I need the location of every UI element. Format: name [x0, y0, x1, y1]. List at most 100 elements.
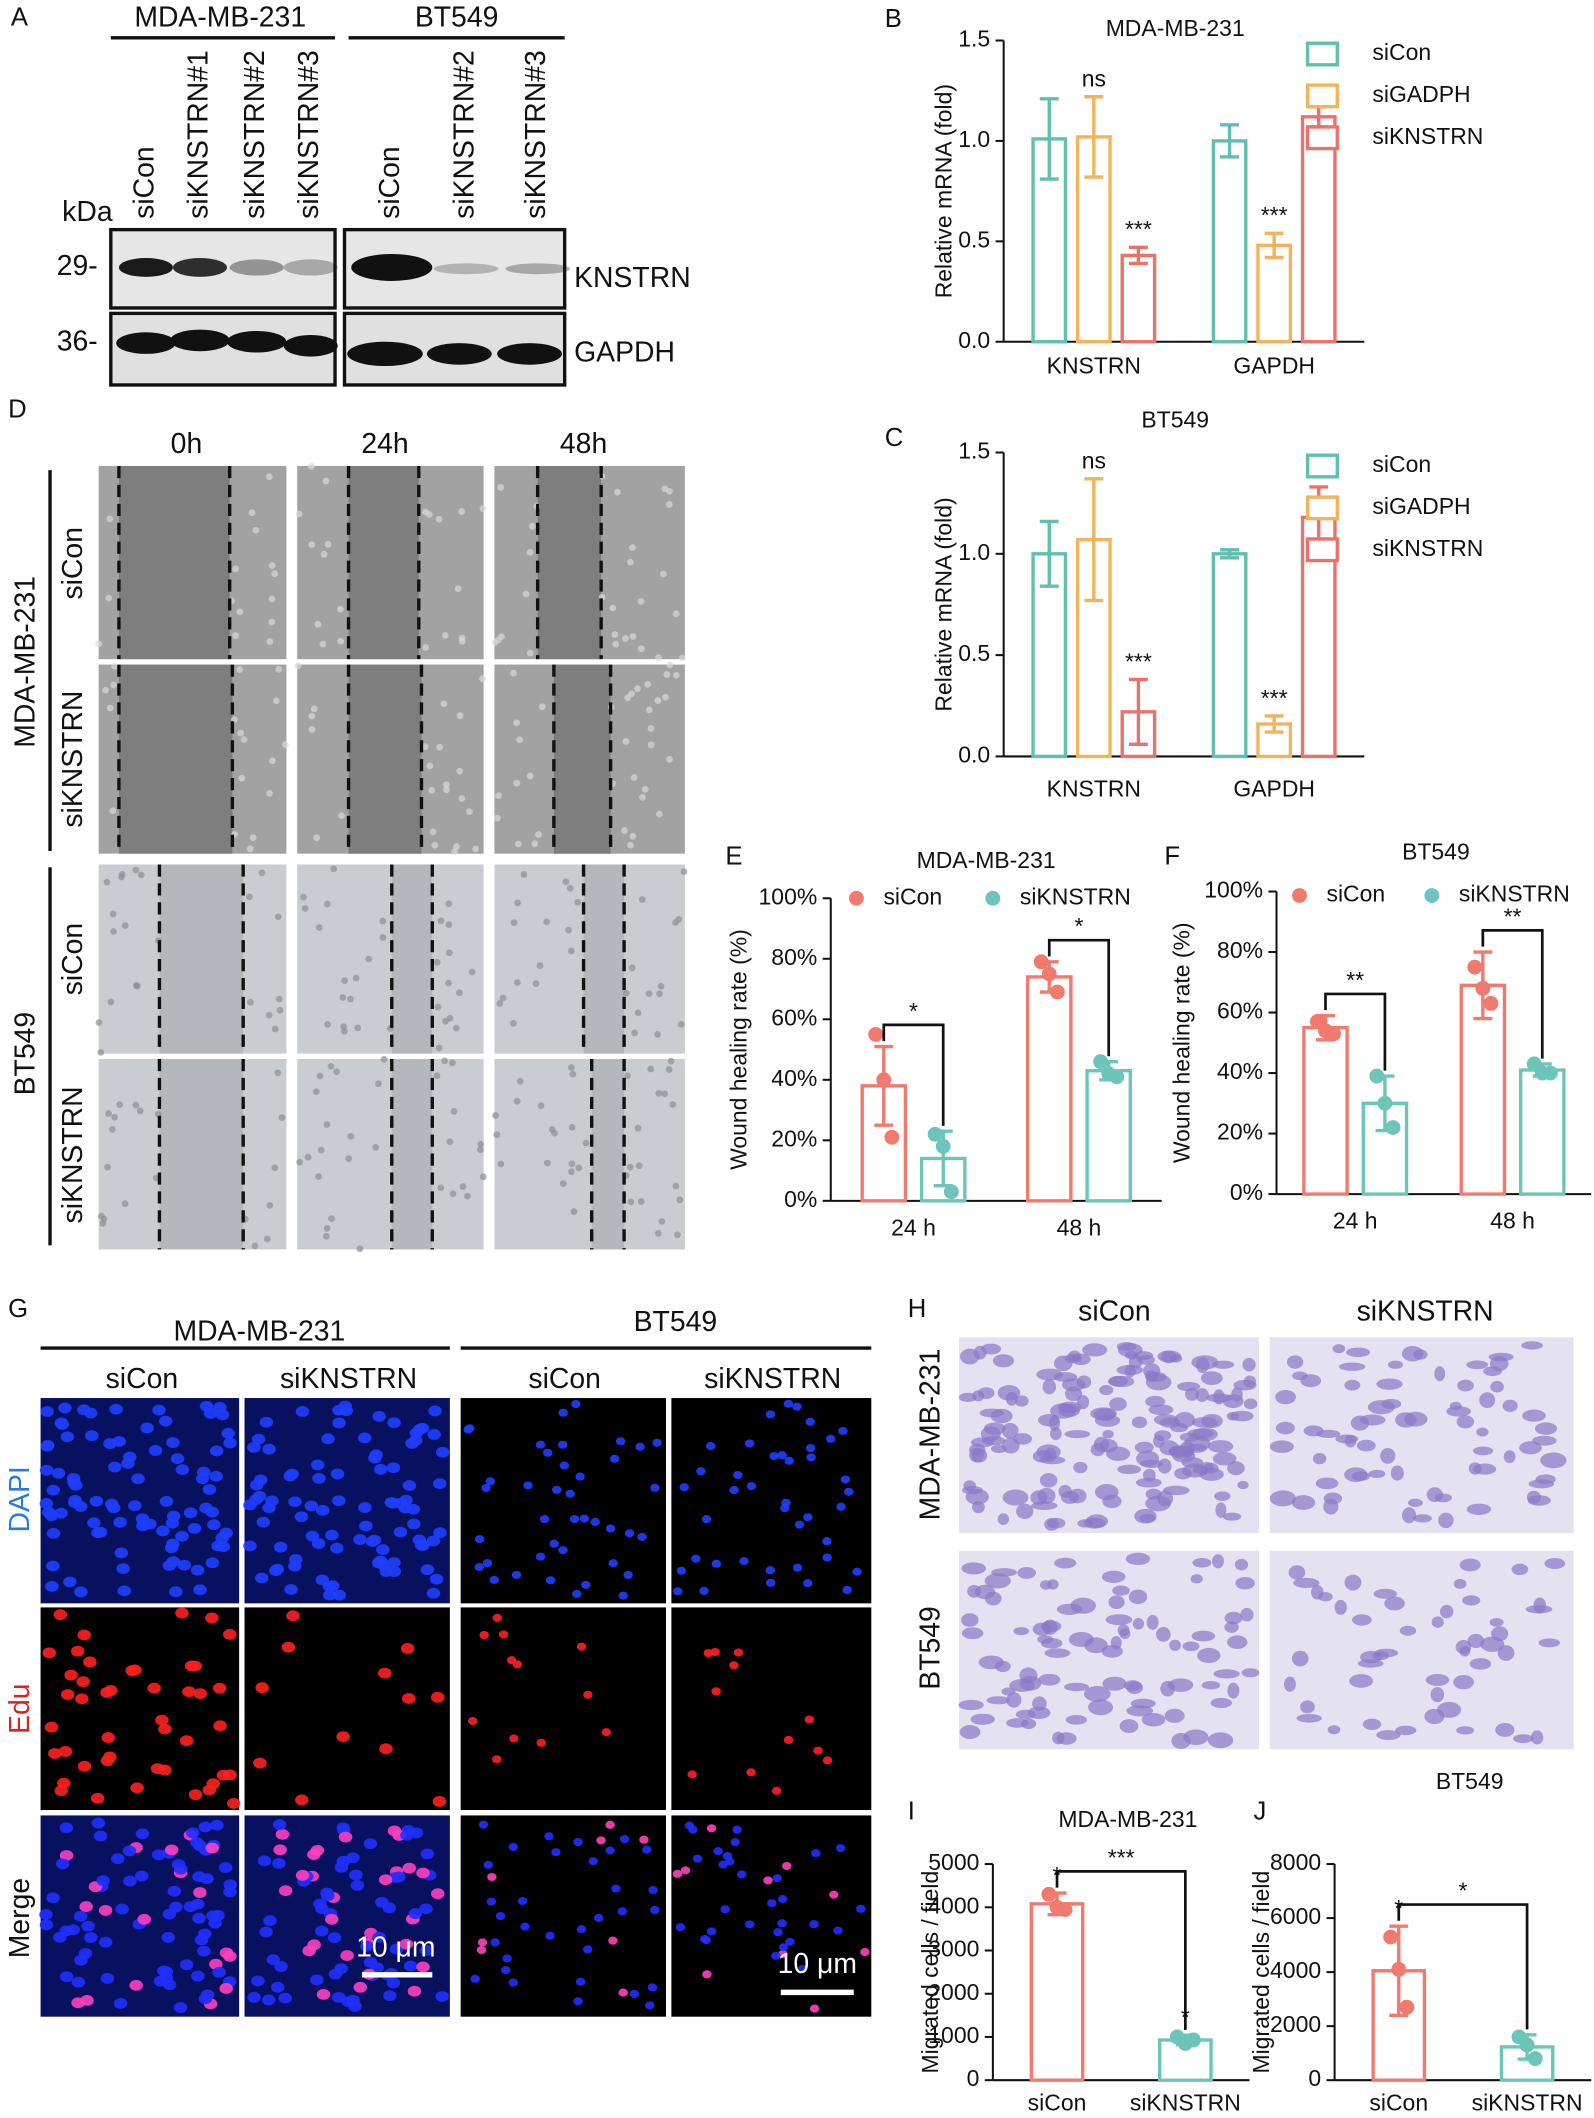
bar	[1025, 975, 1073, 1203]
nucleus	[111, 1853, 125, 1865]
nucleus	[576, 1925, 587, 1934]
nucleus	[114, 1547, 129, 1559]
data-point	[1186, 2032, 1201, 2048]
cell	[1191, 1416, 1218, 1428]
cell	[1344, 1379, 1361, 1391]
cell	[1037, 1487, 1056, 1504]
cell	[1528, 1479, 1555, 1489]
cell	[132, 1101, 140, 1109]
cell	[1316, 1429, 1341, 1438]
nucleus	[53, 1609, 68, 1621]
nucleus	[83, 1656, 97, 1668]
data-point	[1399, 1999, 1415, 2015]
cell	[232, 565, 239, 573]
nucleus	[44, 1721, 59, 1733]
band	[433, 263, 499, 275]
cell	[1296, 1713, 1322, 1723]
cell	[656, 810, 663, 818]
cell	[1116, 1365, 1144, 1376]
cell	[626, 1163, 634, 1171]
nucleus	[336, 1731, 350, 1743]
legend-swatch	[1305, 41, 1339, 67]
nucleus	[255, 1682, 269, 1694]
cell	[1044, 1648, 1071, 1658]
nucleus	[419, 1903, 433, 1915]
cell	[962, 1486, 983, 1495]
cell	[1145, 1370, 1158, 1383]
nucleus	[485, 1477, 496, 1486]
cell	[437, 1184, 445, 1192]
significance-label: **	[1504, 903, 1522, 929]
nucleus	[83, 1407, 98, 1419]
data-point	[1467, 959, 1483, 975]
nucleus	[426, 1535, 441, 1547]
nucleus	[408, 1908, 423, 1919]
cell	[676, 1196, 684, 1204]
cell	[1058, 1403, 1081, 1418]
nucleus	[498, 1630, 509, 1639]
data-point	[1519, 2037, 1535, 2053]
cell	[1538, 1638, 1561, 1648]
cell	[433, 958, 441, 966]
x-tick-label: siKNSTRN	[1130, 2090, 1241, 2116]
cell	[1040, 1637, 1063, 1649]
nucleus	[193, 1688, 208, 1700]
cell	[458, 508, 466, 515]
nucleus	[479, 1630, 489, 1640]
cell	[1457, 1379, 1474, 1392]
cell	[110, 928, 117, 935]
cell	[1503, 1450, 1516, 1464]
nucleus	[545, 1576, 556, 1585]
nucleus	[623, 1570, 633, 1580]
nucleus	[511, 1570, 522, 1579]
y-tick-label: 2000	[928, 1979, 979, 2005]
nucleus	[85, 1430, 99, 1442]
nucleus	[349, 1869, 363, 1881]
nucleus	[571, 1400, 581, 1409]
cell	[442, 781, 450, 789]
cell	[1462, 1595, 1481, 1606]
band	[172, 257, 227, 277]
nucleus	[116, 1563, 130, 1574]
nucleus	[48, 1748, 62, 1759]
cell	[1544, 1557, 1566, 1569]
legend-swatch	[1305, 495, 1339, 521]
nucleus	[383, 1990, 397, 2002]
cell	[1525, 1605, 1553, 1614]
nucleus	[517, 1897, 528, 1906]
cell	[659, 570, 667, 578]
cell	[1456, 1726, 1475, 1735]
cell	[568, 1168, 575, 1176]
cell	[1453, 1675, 1474, 1690]
cell	[629, 633, 637, 640]
nucleus	[833, 1926, 843, 1935]
nucleus	[765, 1410, 776, 1419]
cell	[1395, 1725, 1417, 1736]
cell	[983, 1422, 1006, 1435]
nucleus	[581, 1580, 591, 1589]
cell	[970, 1713, 995, 1725]
nucleus	[358, 1502, 372, 1513]
cell	[271, 1164, 279, 1172]
cell	[345, 1155, 353, 1163]
nucleus	[54, 1785, 69, 1797]
cell	[132, 866, 140, 874]
nucleus	[96, 1875, 110, 1887]
cell	[324, 540, 332, 548]
nucleus	[310, 1974, 324, 1986]
nucleus	[155, 1714, 169, 1726]
nucleus	[270, 1563, 285, 1575]
data-point	[1033, 954, 1049, 970]
cell	[1495, 1723, 1515, 1737]
legend-swatch	[1305, 537, 1339, 563]
cell	[1102, 1494, 1122, 1509]
cell	[1390, 1465, 1404, 1481]
nucleus	[706, 1824, 717, 1833]
cell	[961, 1613, 979, 1627]
nucleus	[208, 1917, 222, 1929]
nucleus	[596, 1836, 606, 1845]
cell	[1497, 1645, 1515, 1661]
cell	[1210, 1697, 1233, 1708]
nucleus	[495, 1912, 506, 1921]
nucleus	[684, 1821, 695, 1830]
